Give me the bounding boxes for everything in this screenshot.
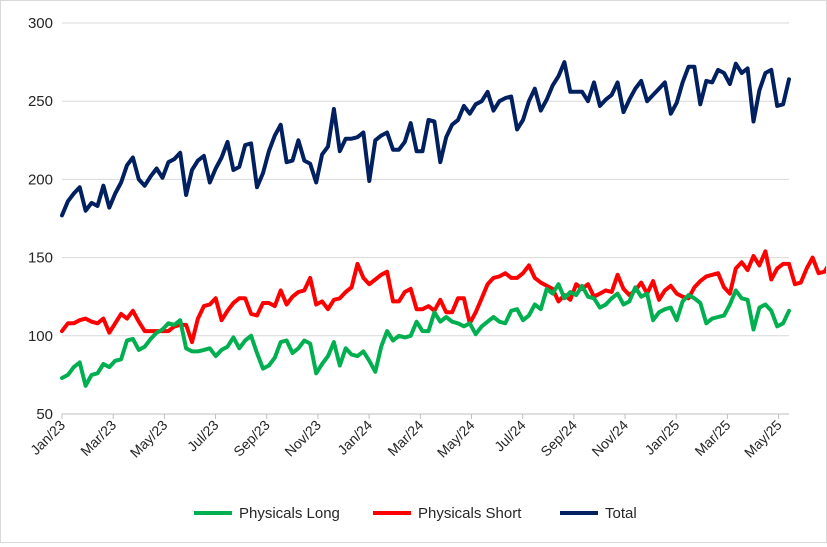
series-line-physicals-short xyxy=(60,249,827,345)
y-tick-label: 300 xyxy=(28,15,53,32)
series-line-total xyxy=(60,60,791,218)
legend-label: Total xyxy=(605,505,637,522)
x-tick-label: Nov/24 xyxy=(588,417,631,460)
y-tick-label: 200 xyxy=(28,171,53,188)
x-tick-label: Sep/23 xyxy=(230,417,273,460)
x-tick-label: Mar/24 xyxy=(384,417,426,459)
y-tick-label: 100 xyxy=(28,328,53,345)
x-tick-label: Jan/24 xyxy=(334,417,375,458)
x-tick-label: Mar/25 xyxy=(691,417,733,459)
x-tick-label: Nov/23 xyxy=(281,417,324,460)
x-tick-label: Sep/24 xyxy=(537,417,580,460)
x-tick-label: Mar/23 xyxy=(77,417,119,459)
x-tick-label: Jan/25 xyxy=(641,417,682,458)
y-tick-label: 250 xyxy=(28,93,53,110)
x-tick-label: May/24 xyxy=(434,417,478,461)
y-tick-label: 150 xyxy=(28,250,53,267)
legend-label: Physicals Short xyxy=(418,505,522,522)
x-tick-label: Jul/23 xyxy=(184,417,222,455)
x-tick-label: May/23 xyxy=(127,417,171,461)
legend-label: Physicals Long xyxy=(239,505,340,522)
series-line-physicals-long xyxy=(60,282,791,388)
x-tick-label: May/25 xyxy=(741,417,785,461)
y-tick-label: 50 xyxy=(36,406,53,423)
x-tick-label: Jul/24 xyxy=(491,417,529,455)
